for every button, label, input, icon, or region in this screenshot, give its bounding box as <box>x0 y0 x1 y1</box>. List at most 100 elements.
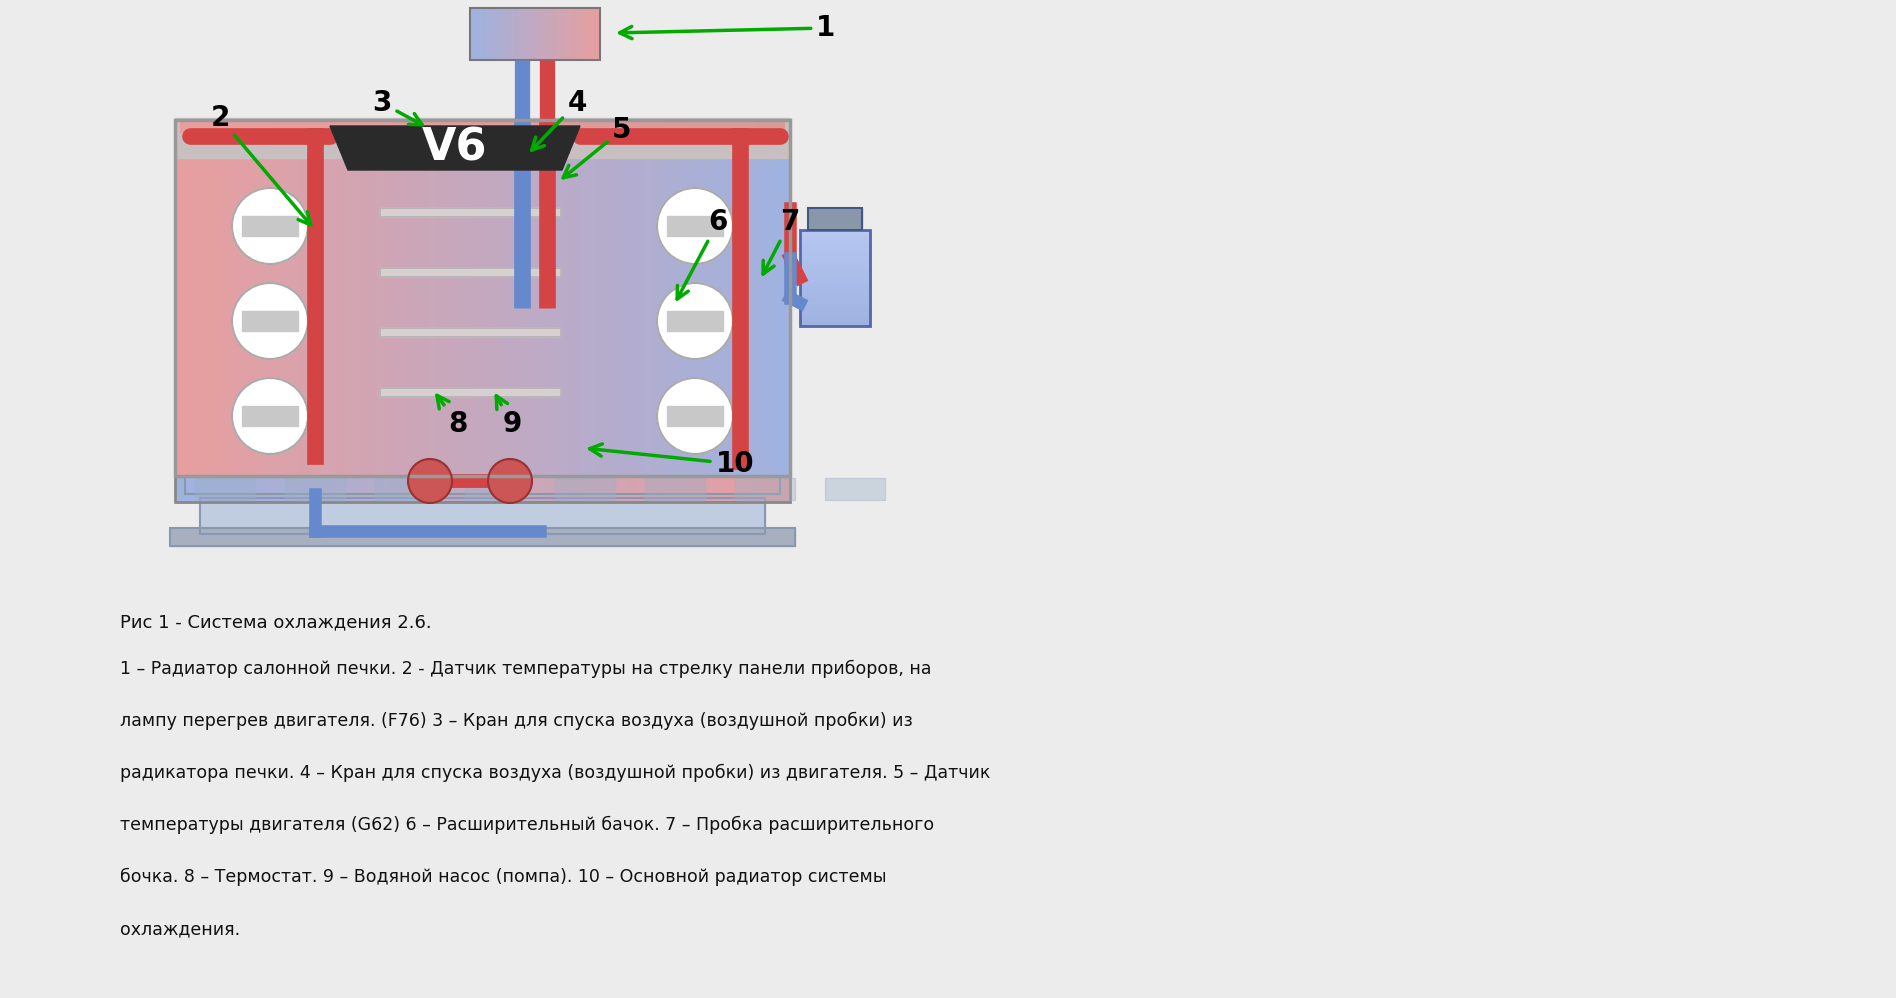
Bar <box>313 120 322 476</box>
Bar <box>298 120 305 476</box>
Bar <box>529 8 533 60</box>
Bar <box>531 8 535 60</box>
Bar <box>391 120 398 476</box>
Bar <box>728 476 738 502</box>
Bar <box>800 249 870 252</box>
Bar <box>245 476 252 502</box>
Bar <box>736 476 745 502</box>
Bar <box>529 476 537 502</box>
Bar <box>375 120 383 476</box>
Bar <box>620 120 629 476</box>
Bar <box>645 120 652 476</box>
Bar <box>565 8 569 60</box>
Bar <box>182 120 191 476</box>
Bar <box>476 8 480 60</box>
Bar <box>428 476 436 502</box>
Bar <box>406 120 413 476</box>
Bar <box>197 120 207 476</box>
Bar <box>573 120 605 133</box>
Bar <box>660 476 667 502</box>
Bar <box>383 476 391 502</box>
Circle shape <box>658 188 734 264</box>
Bar <box>800 236 870 240</box>
Bar <box>633 120 664 133</box>
Bar <box>360 120 368 476</box>
Bar <box>535 8 538 60</box>
Bar <box>453 120 483 133</box>
Bar <box>459 120 468 476</box>
Bar <box>800 251 870 255</box>
Text: 5: 5 <box>563 116 631 178</box>
Text: 3: 3 <box>372 89 423 125</box>
Bar <box>800 293 870 297</box>
Bar <box>736 120 745 476</box>
Bar <box>243 216 298 236</box>
Bar <box>174 120 791 476</box>
Bar <box>800 261 870 265</box>
Bar <box>645 478 705 500</box>
Bar <box>506 120 514 476</box>
Bar <box>398 120 406 476</box>
Bar <box>245 120 252 476</box>
Bar <box>588 8 592 60</box>
Bar <box>199 498 764 534</box>
Bar <box>808 208 863 230</box>
Text: 1: 1 <box>620 14 836 42</box>
Bar <box>637 476 645 502</box>
Bar <box>502 8 506 60</box>
Bar <box>800 316 870 319</box>
Bar <box>800 300 870 303</box>
Bar <box>482 476 491 502</box>
Bar <box>521 120 529 476</box>
Bar <box>474 120 483 476</box>
Bar <box>554 8 557 60</box>
Bar <box>603 120 635 133</box>
Bar <box>174 476 791 502</box>
Bar <box>305 120 315 476</box>
Bar <box>516 8 520 60</box>
Bar <box>413 476 421 502</box>
Bar <box>379 148 559 156</box>
Bar <box>529 120 537 476</box>
Bar <box>210 120 241 133</box>
Bar <box>444 120 453 476</box>
Bar <box>544 8 548 60</box>
Bar <box>362 120 392 133</box>
Bar <box>243 406 298 426</box>
Bar <box>328 476 337 502</box>
Bar <box>825 478 885 500</box>
Bar <box>800 290 870 294</box>
Bar <box>743 120 753 476</box>
Bar <box>612 476 622 502</box>
Bar <box>379 388 559 396</box>
Bar <box>301 120 332 133</box>
Bar <box>713 476 720 502</box>
Bar <box>713 120 720 476</box>
Bar <box>171 528 794 546</box>
Bar <box>229 120 237 476</box>
Bar <box>491 476 499 502</box>
Bar <box>775 476 783 502</box>
Bar <box>605 120 614 476</box>
Bar <box>470 8 599 60</box>
Bar <box>275 476 283 502</box>
Bar <box>800 246 870 250</box>
Bar <box>466 120 476 476</box>
Bar <box>720 476 728 502</box>
Bar <box>605 476 614 502</box>
Bar <box>375 476 383 502</box>
Bar <box>383 120 391 476</box>
Bar <box>552 476 559 502</box>
Bar <box>237 120 245 476</box>
Bar <box>800 322 870 326</box>
Bar <box>489 8 493 60</box>
Bar <box>222 476 229 502</box>
Bar <box>451 120 461 476</box>
Bar <box>597 8 601 60</box>
Bar <box>190 120 199 476</box>
Text: бочка. 8 – Термостат. 9 – Водяной насос (помпа). 10 – Основной радиатор системы: бочка. 8 – Термостат. 9 – Водяной насос … <box>119 868 887 886</box>
Circle shape <box>658 378 734 454</box>
Bar <box>214 120 222 476</box>
Bar <box>512 8 516 60</box>
Bar <box>521 476 529 502</box>
